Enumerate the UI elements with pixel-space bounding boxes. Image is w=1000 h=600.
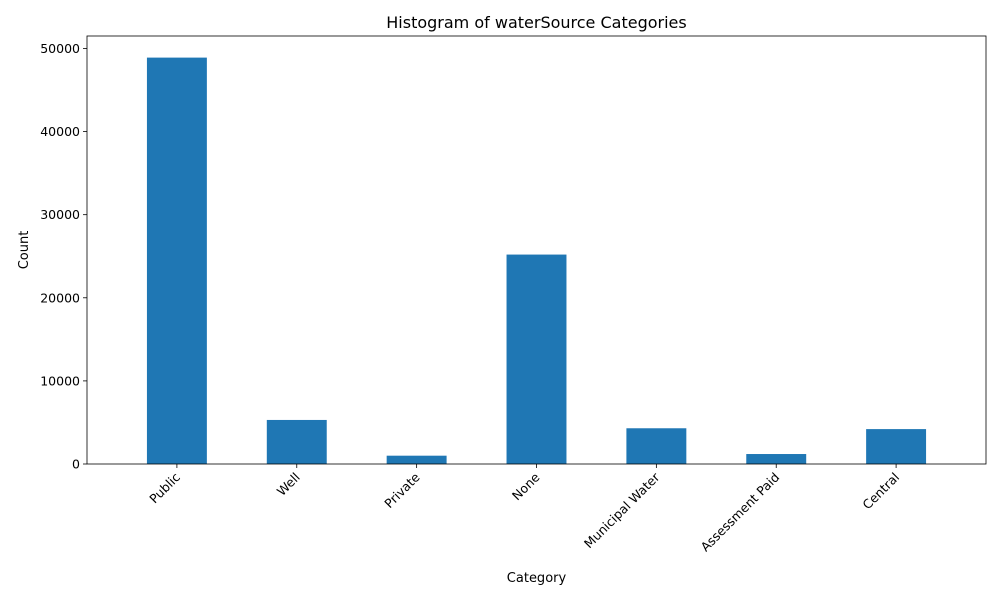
bar-private	[386, 455, 447, 464]
y-tick-label: 40000	[40, 124, 80, 139]
bar-none	[506, 254, 567, 464]
x-axis-ticks: Public Well Private None Municipal Water Asse…	[146, 464, 902, 554]
bar-central	[866, 429, 927, 464]
bar-municipal-water	[626, 428, 687, 464]
y-axis-ticks: 0 10000 20000 30000 40000 50000	[40, 41, 87, 472]
x-tick-label: Central	[859, 470, 902, 513]
bar-assessment-paid	[746, 454, 807, 464]
x-tick-label: Public	[146, 469, 183, 506]
y-tick-label: 30000	[40, 207, 80, 222]
y-tick-label: 0	[72, 457, 80, 472]
y-tick-label: 10000	[40, 373, 80, 388]
chart-title: Histogram of waterSource Categories	[386, 13, 686, 32]
y-tick-label: 50000	[40, 41, 80, 56]
bar-public	[146, 57, 207, 465]
x-tick-label: Assessment Paid	[698, 470, 783, 555]
x-tick-label: Private	[381, 469, 423, 511]
plot-frame	[86, 35, 987, 465]
bars-group	[146, 57, 927, 465]
y-axis-label: Count	[17, 231, 32, 270]
bar-well	[266, 419, 327, 464]
x-tick-label: None	[509, 469, 543, 503]
x-axis-label: Category	[507, 571, 567, 586]
x-tick-label: Municipal Water	[581, 469, 663, 551]
y-tick-label: 20000	[40, 290, 80, 305]
x-tick-label: Well	[274, 470, 303, 499]
